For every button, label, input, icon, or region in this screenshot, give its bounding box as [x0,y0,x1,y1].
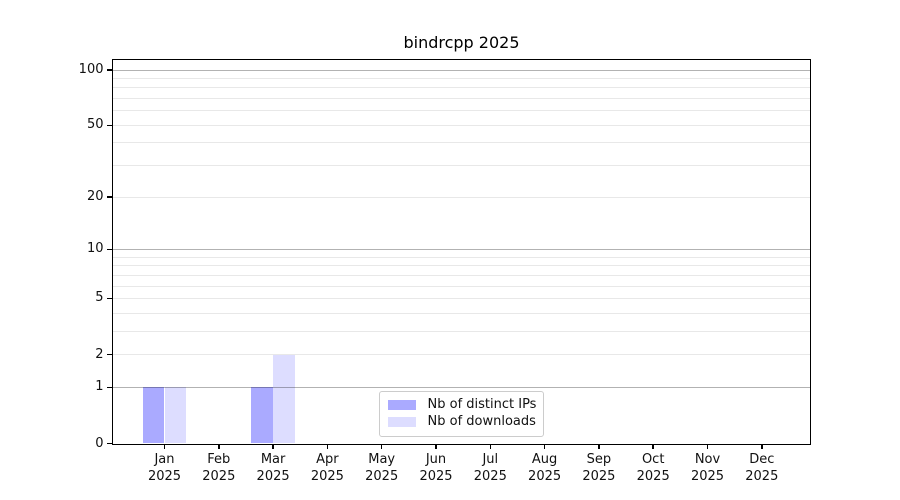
bar-jan-downloads [164,387,187,444]
x-tick-label-mar: Mar 2025 [256,452,290,484]
x-tick-mark-aug [543,444,546,449]
y-tick-mark-1 [106,386,112,389]
x-tick-label-nov: Nov 2025 [690,452,725,484]
x-tick-label-jan: Jan 2025 [147,452,182,484]
y-tick-label-2: 2 [95,346,104,362]
x-tick-label-aug: Aug 2025 [528,452,562,484]
y-tick-label-5: 5 [95,290,104,306]
x-tick-mark-jan [163,444,166,449]
x-tick-mark-sep [598,444,600,449]
gridline-minor [112,297,810,299]
x-tick-label-dec: Dec 2025 [745,452,779,484]
gridline-minor [112,142,810,144]
gridline-minor [112,265,810,267]
legend-swatch-distinct-ips [387,400,416,410]
x-tick-mark-may [380,444,383,449]
bar-mar-downloads [273,354,295,444]
gridline-minor [112,98,810,100]
gridline-minor [112,87,810,89]
bar-mar-distinct-ips [251,387,274,444]
gridline-minor [112,196,810,198]
y-tick-mark-2 [106,353,112,356]
y-tick-mark-20 [106,196,112,198]
gridline-minor [112,312,810,314]
x-tick-label-oct: Oct 2025 [636,452,670,484]
gridline-minor [112,285,810,287]
legend-label-distinct-ips: Nb of distinct IPs [427,397,537,412]
x-tick-label-jun: Jun 2025 [419,452,453,484]
x-tick-mark-apr [326,444,329,449]
chart-title: bindrcpp 2025 [403,33,520,52]
x-tick-mark-nov [706,444,709,449]
gridline-major [112,248,810,250]
y-tick-mark-50 [106,124,112,127]
y-tick-label-20: 20 [86,189,104,205]
gridline-major [112,69,810,71]
legend: Nb of distinct IPs Nb of downloads [378,390,544,437]
y-tick-mark-100 [106,69,112,71]
x-tick-mark-oct [652,444,654,449]
gridline-minor [112,330,810,332]
x-tick-label-apr: Apr 2025 [310,452,344,484]
y-tick-mark-5 [106,297,112,300]
x-tick-label-may: May 2025 [365,452,399,484]
x-tick-label-jul: Jul 2025 [473,452,507,484]
y-tick-label-0: 0 [95,435,104,451]
gridline-minor [112,77,810,79]
x-tick-mark-feb [218,444,220,449]
x-tick-mark-jun [435,444,437,449]
x-tick-label-sep: Sep 2025 [582,452,616,484]
x-tick-label-feb: Feb 2025 [202,452,236,484]
legend-swatch-downloads [387,417,416,427]
bar-jan-distinct-ips [142,387,165,444]
x-tick-mark-mar [272,444,274,449]
legend-label-downloads: Nb of downloads [427,414,536,429]
gridline-minor [112,354,810,356]
y-tick-label-10: 10 [86,241,104,257]
x-tick-mark-dec [761,444,763,449]
y-tick-mark-0 [106,442,112,445]
y-tick-mark-10 [106,248,112,251]
gridline-minor [112,256,810,258]
gridline-minor [112,124,810,126]
gridline-minor [112,274,810,276]
legend-item-downloads: Nb of downloads [387,414,536,430]
gridline-minor [112,110,810,112]
y-tick-label-100: 100 [78,62,104,77]
gridline-major [112,386,810,388]
x-tick-mark-jul [489,444,492,449]
legend-item-distinct-ips: Nb of distinct IPs [387,397,537,413]
y-tick-label-50: 50 [86,117,104,133]
gridline-minor [112,165,810,167]
y-tick-label-1: 1 [95,379,104,395]
